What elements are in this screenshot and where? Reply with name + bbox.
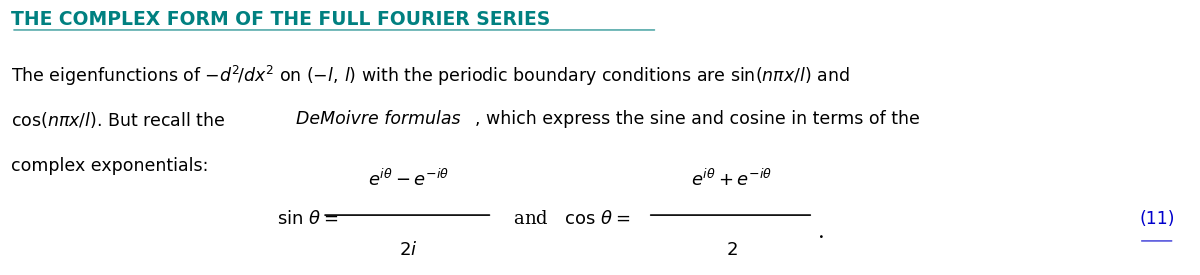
Text: and   $\cos\,\theta =$: and $\cos\,\theta =$	[502, 210, 630, 228]
Text: $2i$: $2i$	[400, 241, 418, 260]
Text: DeMoivre formulas: DeMoivre formulas	[296, 110, 461, 128]
Text: .: .	[818, 223, 824, 242]
Text: $e^{i\theta} - e^{-i\theta}$: $e^{i\theta} - e^{-i\theta}$	[368, 169, 449, 190]
Text: $e^{i\theta} + e^{-i\theta}$: $e^{i\theta} + e^{-i\theta}$	[691, 169, 773, 190]
Text: THE COMPLEX FORM OF THE FULL FOURIER SERIES: THE COMPLEX FORM OF THE FULL FOURIER SER…	[11, 10, 551, 29]
Text: (11): (11)	[1139, 210, 1175, 228]
Text: $\sin\,\theta =$: $\sin\,\theta =$	[277, 210, 338, 228]
Text: $\cos(n\pi x/l)$. But recall the: $\cos(n\pi x/l)$. But recall the	[11, 110, 227, 130]
Text: $2$: $2$	[726, 241, 738, 260]
Text: complex exponentials:: complex exponentials:	[11, 156, 209, 175]
Text: The eigenfunctions of $-d^2\!/dx^2$ on $(-l,\,l)$ with the periodic boundary con: The eigenfunctions of $-d^2\!/dx^2$ on $…	[11, 64, 850, 88]
Text: , which express the sine and cosine in terms of the: , which express the sine and cosine in t…	[475, 110, 920, 128]
